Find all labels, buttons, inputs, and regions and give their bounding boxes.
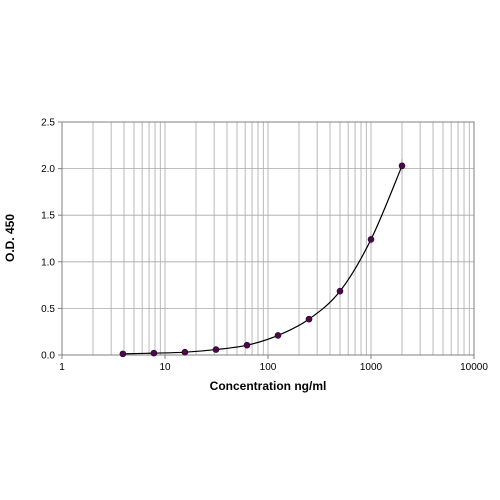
x-tick-label: 10000: [460, 362, 488, 373]
data-point: [243, 341, 251, 349]
y-tick-label: 1.0: [41, 257, 55, 268]
data-points: [119, 158, 406, 358]
grid: [62, 122, 474, 355]
x-axis-title: Concentration ng/ml: [210, 379, 327, 393]
data-point: [305, 315, 313, 323]
y-tick-label: 2.5: [41, 118, 55, 129]
data-point: [150, 349, 158, 357]
x-tick-label: 1: [59, 362, 65, 373]
x-tick-label: 10: [159, 362, 171, 373]
fit-curve: [122, 165, 403, 355]
fit-curve-layer: [122, 165, 403, 355]
y-tick-label: 0.0: [41, 351, 55, 362]
data-point: [119, 350, 127, 358]
x-tick-label: 100: [260, 362, 277, 373]
x-tick-label: 1000: [360, 362, 383, 373]
data-point: [181, 348, 189, 356]
data-point: [336, 287, 344, 295]
axis-ticks: 1 10 100 1000 10000 0.0 0.5 1.0 1.5 2.0 2.5: [41, 118, 488, 374]
y-tick-label: 1.5: [41, 211, 55, 222]
data-point: [367, 236, 375, 243]
data-point: [398, 162, 406, 170]
data-point: [212, 346, 220, 353]
y-axis-title: O.D. 450: [3, 214, 17, 262]
y-tick-label: 0.5: [41, 304, 55, 315]
data-point: [274, 332, 282, 339]
y-tick-label: 2.0: [41, 164, 55, 175]
